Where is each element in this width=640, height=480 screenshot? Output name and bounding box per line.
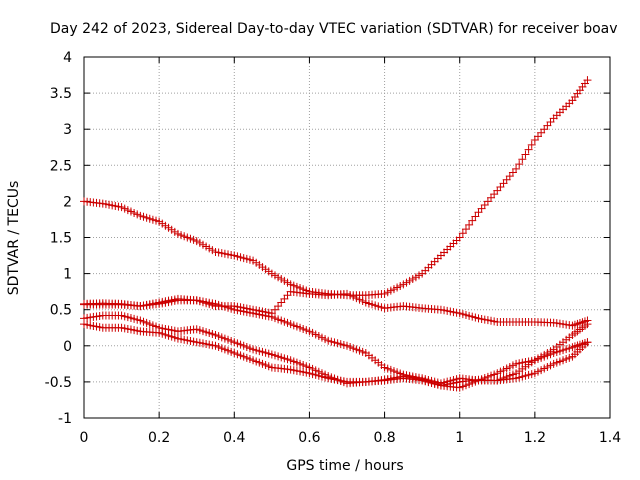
grid-lines	[84, 57, 610, 418]
y-tick-label: 1	[63, 267, 72, 283]
y-tick-label: 3.5	[50, 86, 72, 102]
x-tick-label: 0.2	[148, 430, 170, 446]
data-point	[468, 216, 477, 225]
data-marks	[80, 76, 592, 392]
y-tick-label: 3	[63, 122, 72, 138]
plot-border	[83, 56, 611, 419]
y-tick-label: 2	[63, 194, 72, 210]
data-point	[461, 225, 470, 234]
tick-labels: 0 0.2 0.4 0.6 0.8 1 1.2 1.4 -1 -0.5 0 0.5 1 1.5 2 2.5 3 3…	[45, 50, 622, 446]
data-point	[583, 338, 592, 347]
y-tick-label: 4	[63, 50, 72, 66]
x-tick-label: 1	[455, 430, 464, 446]
data-point	[465, 220, 474, 229]
y-tick-label: 1.5	[50, 231, 72, 247]
x-tick-label: 0.6	[298, 430, 320, 446]
series-1	[80, 76, 592, 300]
data-point	[455, 233, 464, 242]
series-4	[80, 320, 592, 390]
data-point	[524, 145, 533, 154]
y-tick-label: 0.5	[50, 303, 72, 319]
x-tick-label: 1.2	[524, 430, 546, 446]
y-tick-label: 2.5	[50, 158, 72, 174]
data-point	[471, 212, 480, 221]
x-tick-label: 0.8	[373, 430, 395, 446]
x-axis-label: GPS time / hours	[286, 458, 403, 474]
y-tick-label: -0.5	[45, 375, 72, 391]
data-point	[515, 160, 524, 169]
data-point	[583, 76, 592, 85]
y-axis-label: SDTVAR / TECUs	[6, 181, 22, 296]
y-tick-label: -1	[58, 411, 72, 427]
data-point	[512, 164, 521, 173]
y-tick-label: 0	[63, 339, 72, 355]
data-point	[518, 155, 527, 164]
data-point	[583, 316, 592, 325]
x-tick-label: 0.4	[223, 430, 245, 446]
data-point	[458, 229, 467, 238]
x-tick-label: 0	[80, 430, 89, 446]
data-point	[527, 140, 536, 149]
series-5	[80, 287, 592, 330]
axes	[83, 56, 611, 419]
chart-title: Day 242 of 2023, Sidereal Day-to-day VTE…	[50, 21, 618, 37]
data-point	[521, 150, 530, 159]
x-tick-label: 1.4	[599, 430, 621, 446]
